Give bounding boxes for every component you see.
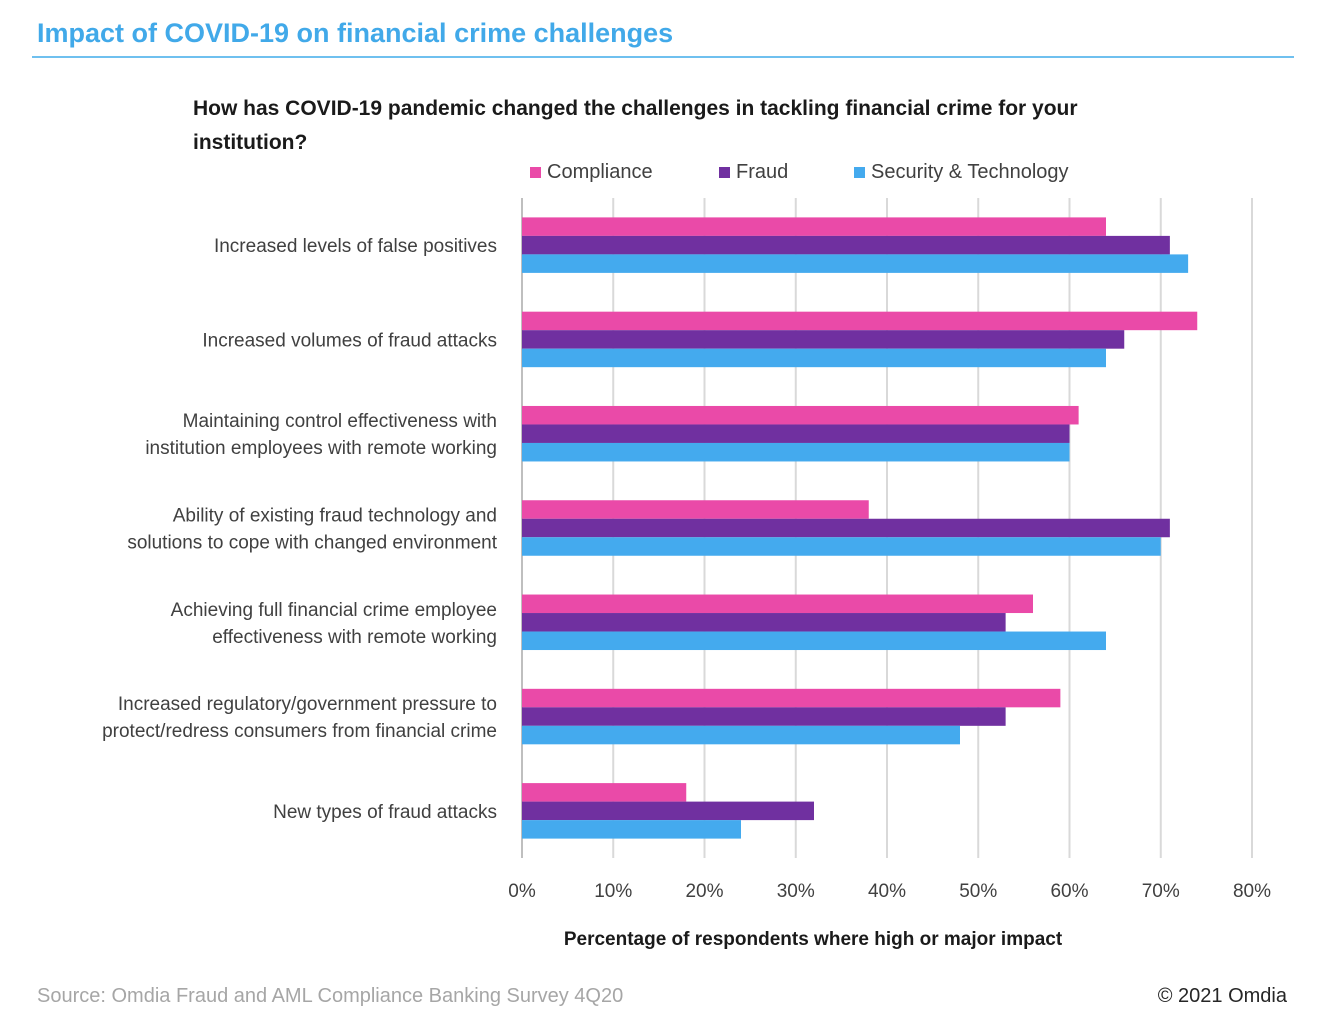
- category-label: institution employees with remote workin…: [145, 438, 497, 459]
- legend-label-security: Security & Technology: [871, 161, 1069, 183]
- bar-compliance: [522, 405, 1079, 425]
- bar-compliance: [522, 783, 687, 802]
- legend-swatch-fraud: [719, 167, 730, 178]
- category-label: New types of fraud attacks: [273, 802, 497, 823]
- bar-compliance: [522, 688, 1061, 708]
- x-tick-label: 10%: [594, 881, 632, 902]
- x-tick-label: 70%: [1142, 881, 1180, 902]
- category-label: Increased regulatory/government pressure…: [118, 694, 497, 715]
- bar-fraud: [522, 613, 1006, 632]
- bar-security: [522, 820, 741, 839]
- category-label: Ability of existing fraud technology and: [173, 506, 497, 527]
- category-label: effectiveness with remote working: [212, 627, 497, 648]
- bar-fraud: [522, 424, 1070, 443]
- bar-compliance: [522, 217, 1106, 236]
- bar-fraud: [522, 518, 1170, 538]
- x-tick-label: 50%: [959, 881, 997, 902]
- category-label: Increased volumes of fraud attacks: [202, 330, 497, 351]
- x-tick-label: 30%: [777, 881, 815, 902]
- x-tick-label: 40%: [868, 881, 906, 902]
- bar-security: [522, 537, 1161, 556]
- x-tick-label: 80%: [1233, 881, 1271, 902]
- x-axis-title: Percentage of respondents where high or …: [564, 929, 1063, 950]
- legend-swatch-security: [854, 167, 865, 178]
- header-divider: [32, 56, 1294, 58]
- legend-label-fraud: Fraud: [736, 161, 789, 183]
- copyright-note: © 2021 Omdia: [1157, 985, 1287, 1007]
- category-label: protect/redress consumers from financial…: [102, 721, 497, 742]
- bar-fraud: [522, 801, 814, 821]
- x-tick-label: 20%: [685, 881, 723, 902]
- x-tick-label: 0%: [508, 881, 536, 902]
- bar-security: [522, 348, 1106, 368]
- bar-security: [522, 442, 1070, 462]
- legend-item-compliance: Compliance: [530, 161, 653, 184]
- category-label: Achieving full financial crime employee: [171, 600, 497, 621]
- bar-compliance: [522, 594, 1033, 614]
- bar-compliance: [522, 311, 1198, 331]
- bar-fraud: [522, 235, 1170, 255]
- legend-item-security: Security & Technology: [854, 161, 1069, 184]
- bar-security: [522, 725, 960, 745]
- category-label: solutions to cope with changed environme…: [127, 533, 497, 554]
- legend-swatch-compliance: [530, 167, 541, 178]
- legend-label-compliance: Compliance: [547, 161, 653, 183]
- category-label: Increased levels of false positives: [214, 236, 497, 257]
- bar-fraud: [522, 330, 1125, 349]
- page-title: Impact of COVID-19 on financial crime ch…: [37, 18, 674, 48]
- bar-compliance: [522, 500, 869, 519]
- chart-title: How has COVID-19 pandemic changed the ch…: [193, 97, 1078, 154]
- source-note: Source: Omdia Fraud and AML Compliance B…: [37, 985, 624, 1007]
- category-label: Maintaining control effectiveness with: [183, 411, 497, 432]
- bar-security: [522, 254, 1189, 273]
- bar-security: [522, 631, 1106, 651]
- x-tick-label: 60%: [1050, 881, 1088, 902]
- legend-item-fraud: Fraud: [719, 161, 788, 184]
- bar-fraud: [522, 707, 1006, 726]
